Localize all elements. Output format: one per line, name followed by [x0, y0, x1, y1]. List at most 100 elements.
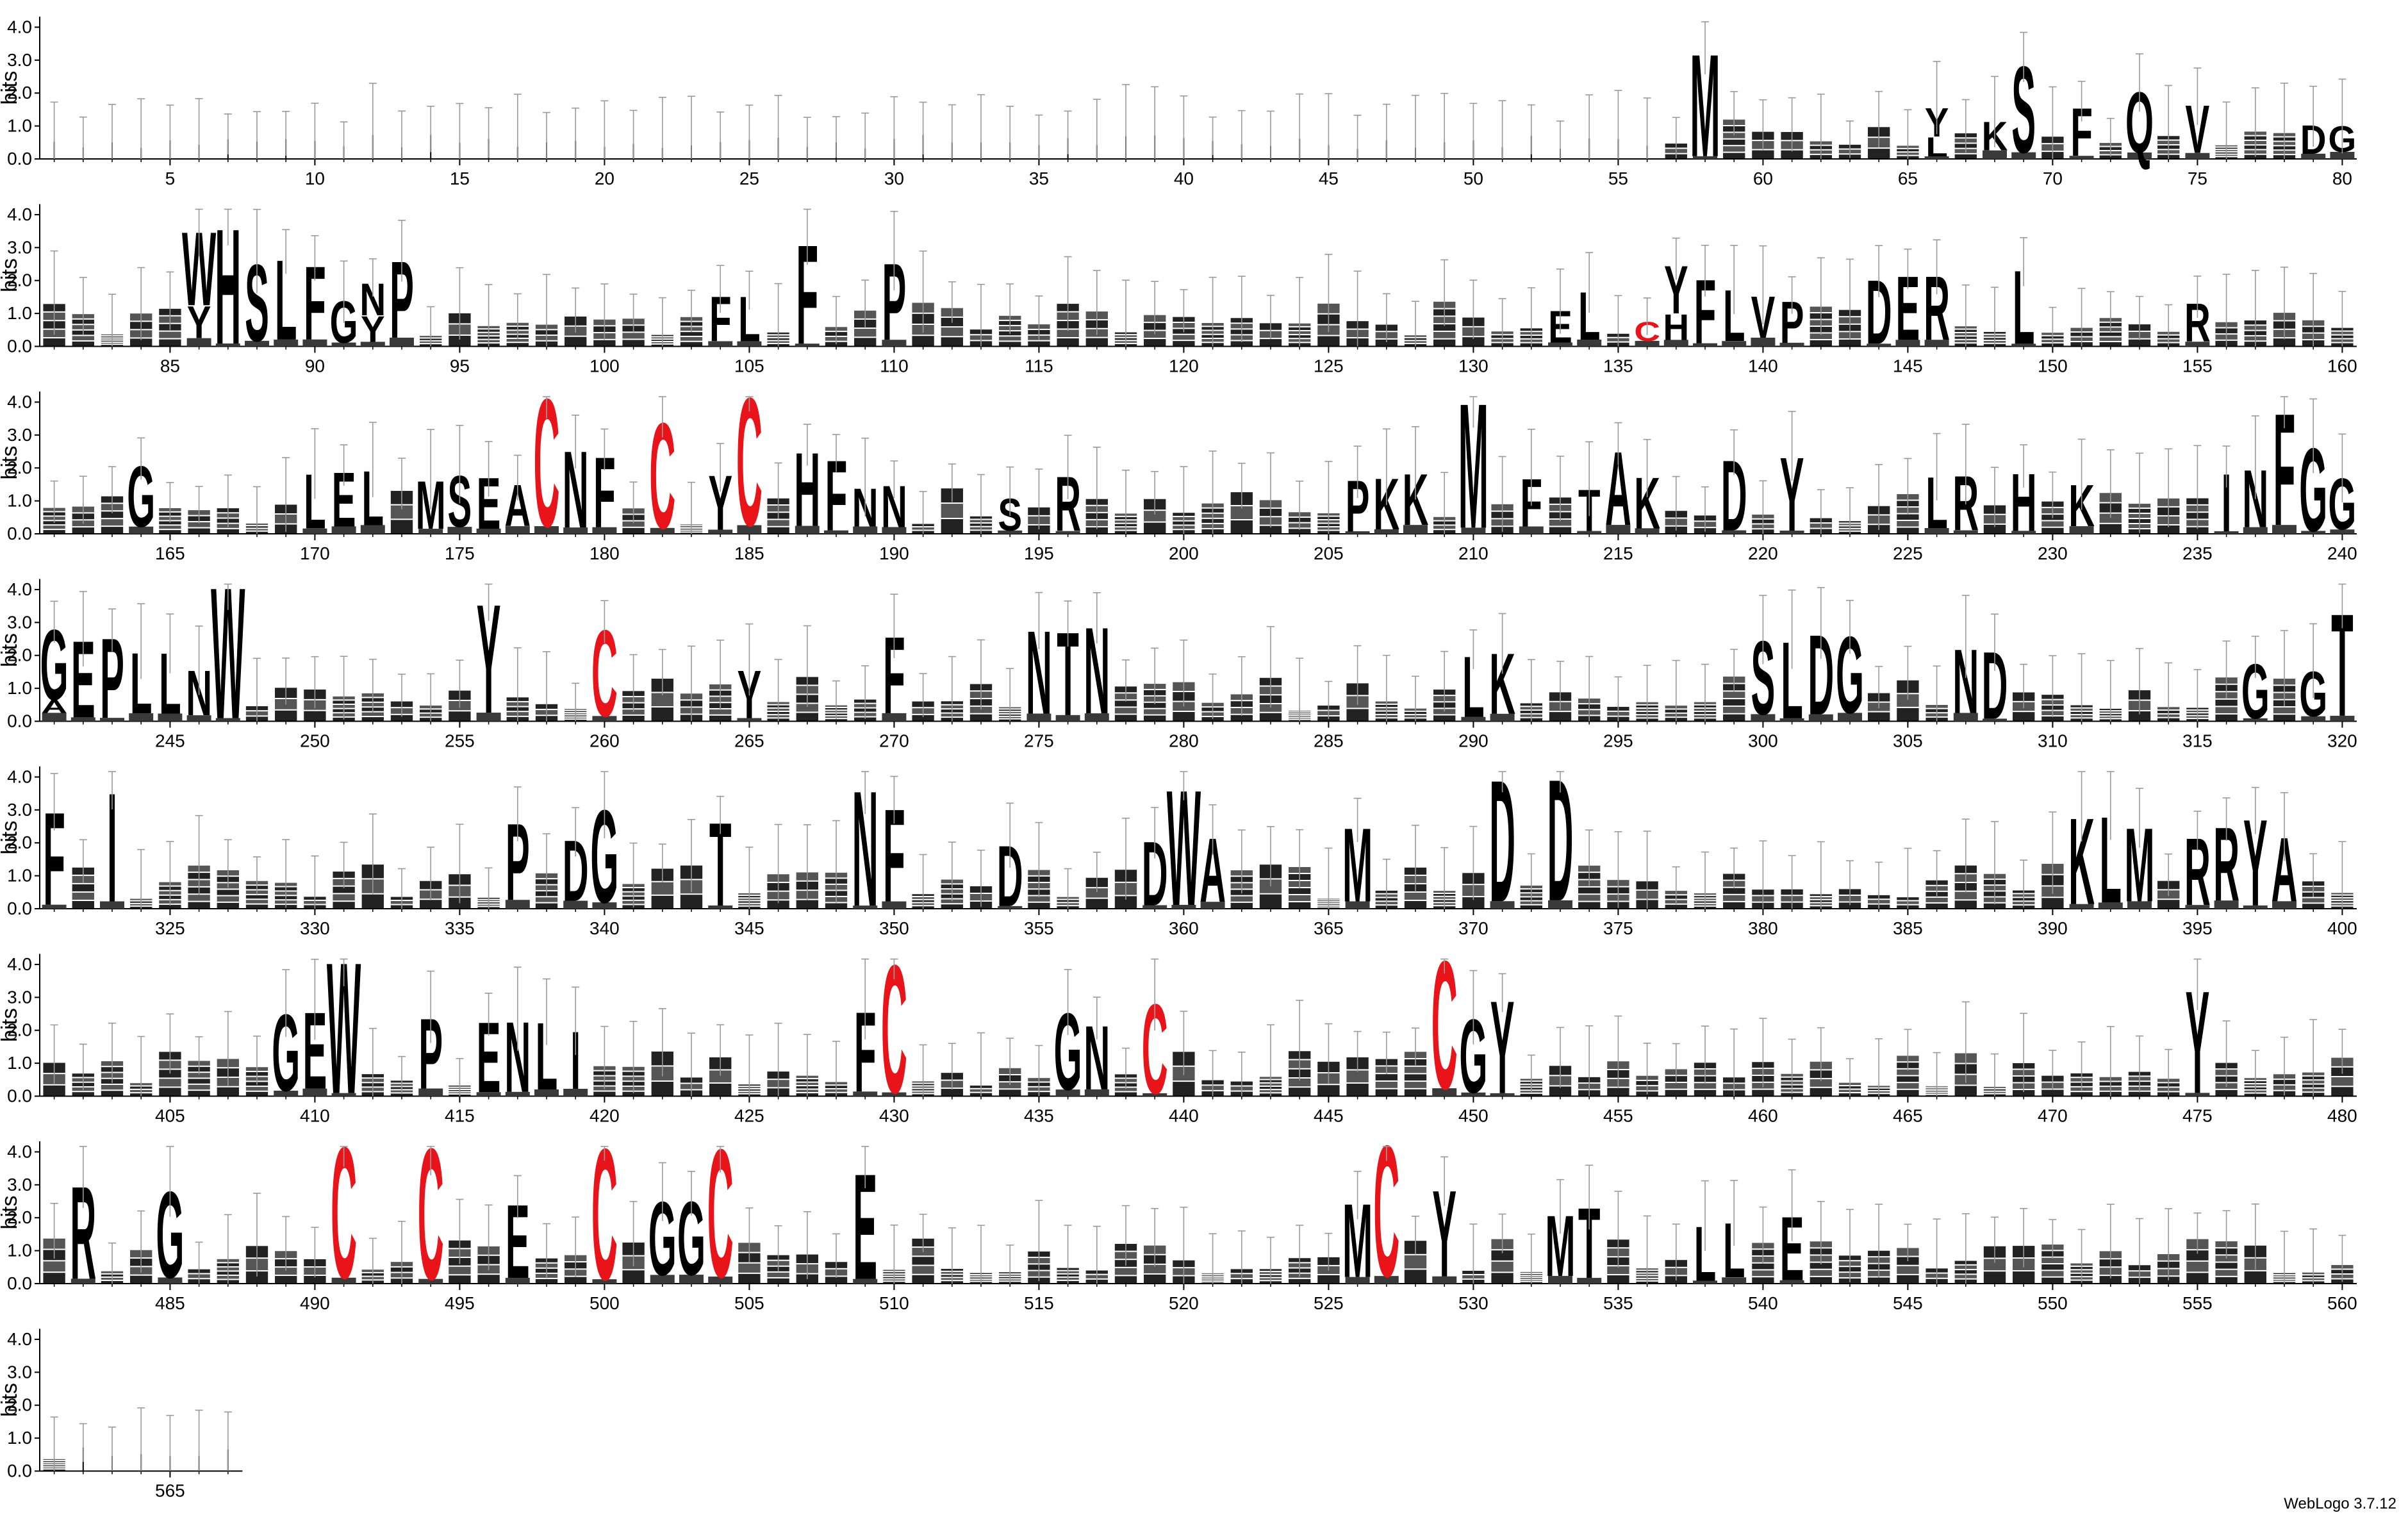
- stack-minor: [941, 1089, 963, 1096]
- x-tick-label: 30: [884, 169, 904, 188]
- stack-noise: [2069, 526, 2094, 534]
- stack-minor: [1085, 527, 1108, 533]
- stack-noise: [1779, 530, 1804, 534]
- stack-minor: [72, 527, 94, 533]
- stack-minor: [1868, 1277, 1890, 1283]
- stack-noise: [1461, 527, 1486, 534]
- stack-minor: [1230, 896, 1253, 902]
- stack-noise: [1924, 340, 1949, 347]
- stack-minor: [1114, 1088, 1137, 1091]
- stack-noise: [2330, 529, 2355, 534]
- stack-minor: [1781, 150, 1803, 158]
- stack-noise: [708, 1277, 733, 1284]
- x-tick-label: 420: [590, 1106, 620, 1126]
- stack-noise: [331, 342, 356, 347]
- stack-noise: [1142, 1093, 1167, 1096]
- stack-minor: [159, 521, 181, 525]
- stack-minor: [1491, 1250, 1513, 1261]
- stack-noise: [215, 343, 240, 347]
- x-tick-label: 285: [1314, 731, 1344, 751]
- stack-minor: [680, 895, 703, 908]
- stack-minor: [1810, 340, 1832, 346]
- stack-minor: [188, 528, 210, 533]
- stack-minor: [1404, 1074, 1427, 1081]
- stack-noise: [42, 713, 67, 722]
- stack-minor: [941, 327, 963, 336]
- stack-noise: [476, 713, 501, 722]
- stack-minor: [1723, 146, 1745, 152]
- stack-minor: [2013, 1089, 2035, 1096]
- stack-noise: [1200, 902, 1225, 909]
- x-tick-label: 225: [1893, 543, 1923, 563]
- stack-noise: [2243, 527, 2268, 534]
- stack-minor: [390, 1093, 413, 1096]
- stack-minor: [680, 336, 703, 341]
- x-tick-label: 135: [1603, 356, 1633, 376]
- stack-minor: [2013, 1271, 2035, 1283]
- stack-minor: [1491, 1273, 1513, 1283]
- stack-minor: [1810, 1079, 1832, 1087]
- stack-noise: [1345, 1277, 1370, 1284]
- stack-minor: [680, 332, 703, 336]
- y-tick-label: 0.0: [7, 1273, 32, 1293]
- y-tick-label: 1.0: [7, 303, 32, 323]
- stack-minor: [1433, 715, 1456, 721]
- stack-minor: [2157, 525, 2180, 533]
- stack-minor: [1723, 888, 1745, 894]
- stack-noise: [1924, 527, 1949, 534]
- stack-minor: [912, 336, 934, 346]
- stack-minor: [2070, 1092, 2093, 1096]
- y-tick-label: 1.0: [7, 1241, 32, 1261]
- stack-minor: [1375, 1089, 1398, 1096]
- stack-minor: [1230, 902, 1253, 908]
- stack-noise: [882, 901, 907, 909]
- stack-minor: [1723, 902, 1745, 908]
- stack-noise: [1461, 716, 1486, 722]
- logo-letter-C: C: [418, 1109, 444, 1319]
- stack-noise: [1490, 901, 1515, 909]
- x-tick-label: 150: [2038, 356, 2068, 376]
- stack-noise: [2243, 905, 2268, 909]
- stack-noise: [534, 526, 559, 534]
- x-tick-label: 345: [734, 918, 764, 938]
- stack-minor: [1752, 150, 1774, 158]
- stack-noise: [853, 526, 878, 534]
- x-tick-label: 170: [300, 543, 330, 563]
- logo-letter-Y: Y: [361, 310, 385, 350]
- stack-minor: [217, 529, 239, 533]
- stack-noise: [1490, 713, 1515, 722]
- stack-noise: [737, 341, 762, 347]
- stack-minor: [245, 1271, 268, 1283]
- stack-minor: [1085, 888, 1108, 898]
- stack-minor: [2273, 715, 2296, 721]
- stack-minor: [506, 343, 529, 346]
- stack-minor: [2302, 904, 2325, 908]
- logo-letter-W: W: [211, 548, 245, 758]
- x-tick-label: 510: [879, 1293, 909, 1313]
- x-tick-label: 240: [2327, 543, 2357, 563]
- stack-noise: [70, 717, 95, 722]
- y-tick-label: 1.0: [7, 1428, 32, 1448]
- stack-minor: [969, 706, 993, 713]
- stack-minor: [101, 1091, 124, 1096]
- x-tick-label: 80: [2332, 169, 2352, 188]
- stack-minor: [1404, 1089, 1427, 1096]
- x-tick-label: 55: [1608, 169, 1628, 188]
- stack-minor: [535, 903, 558, 908]
- stack-minor: [2215, 1262, 2238, 1269]
- x-tick-label: 245: [155, 731, 185, 751]
- stack-minor: [333, 902, 355, 908]
- stack-minor: [999, 1082, 1021, 1089]
- x-tick-label: 195: [1024, 543, 1054, 563]
- stack-noise: [795, 525, 820, 534]
- stack-minor: [622, 521, 645, 527]
- stack-minor: [1144, 715, 1166, 721]
- stack-minor: [72, 884, 94, 891]
- x-tick-label: 525: [1314, 1293, 1344, 1313]
- x-tick-label: 450: [1458, 1106, 1489, 1126]
- stack-minor: [622, 715, 645, 721]
- stack-noise: [1663, 340, 1688, 347]
- stack-noise: [1983, 718, 2007, 722]
- logo-letter-M: M: [1458, 366, 1489, 566]
